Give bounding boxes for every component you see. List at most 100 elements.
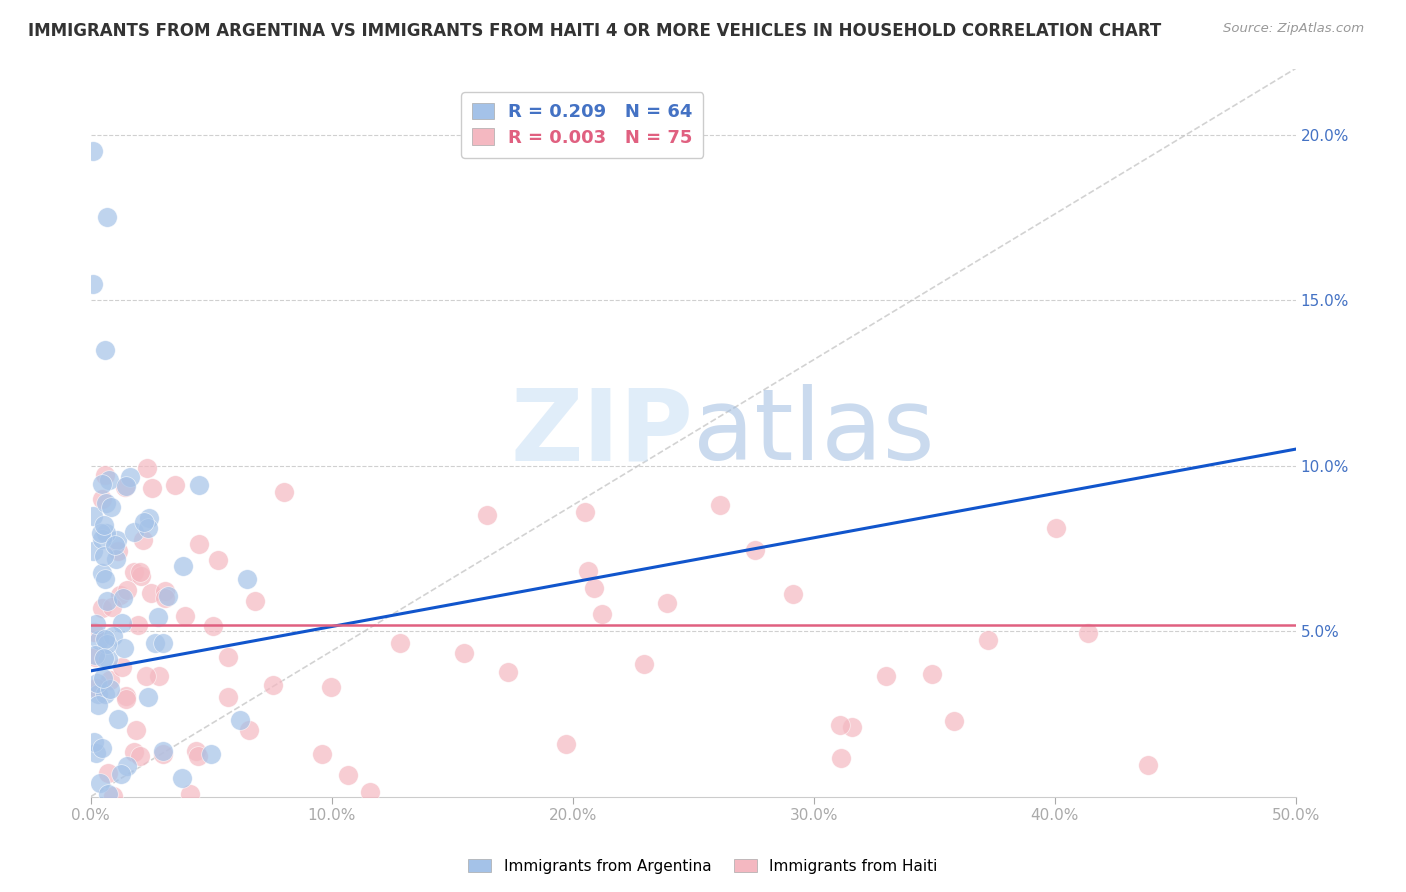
Point [143, 636, 166, 650]
Point [172, 559, 194, 574]
Point [98, 474, 121, 488]
Point [148, 669, 170, 683]
Point [87, 698, 110, 713]
Point [105, 533, 128, 548]
Point [311, 747, 333, 761]
Point [200, 747, 222, 762]
Point [84, 616, 107, 631]
Point [82, 145, 104, 159]
Point [93, 343, 115, 357]
Point [582, 581, 605, 595]
Point [138, 690, 160, 705]
Point [93, 517, 115, 532]
Point [173, 608, 195, 623]
Point [138, 511, 160, 525]
Point [245, 594, 267, 608]
Point [82, 544, 104, 558]
Legend: Immigrants from Argentina, Immigrants from Haiti: Immigrants from Argentina, Immigrants fr… [463, 853, 943, 880]
Point [127, 618, 149, 632]
Point [86, 746, 108, 760]
Point [238, 723, 260, 737]
Text: Source: ZipAtlas.com: Source: ZipAtlas.com [1223, 22, 1364, 36]
Text: IMMIGRANTS FROM ARGENTINA VS IMMIGRANTS FROM HAITI 4 OR MORE VEHICLES IN HOUSEHO: IMMIGRANTS FROM ARGENTINA VS IMMIGRANTS … [28, 22, 1161, 40]
Point [82, 277, 104, 291]
Point [136, 521, 159, 535]
Point [129, 566, 152, 580]
Point [97, 787, 120, 801]
Point [96, 637, 118, 651]
Point [921, 667, 943, 681]
Point [782, 587, 804, 601]
Point [655, 596, 678, 610]
Point [136, 460, 159, 475]
Point [122, 745, 145, 759]
Point [156, 589, 179, 603]
Point [132, 533, 155, 548]
Point [114, 692, 136, 706]
Point [152, 744, 174, 758]
Point [112, 591, 135, 606]
Point [90, 741, 112, 756]
Point [94, 632, 117, 647]
Point [135, 669, 157, 683]
Point [1077, 626, 1099, 640]
Point [83, 735, 105, 749]
Point [633, 657, 655, 671]
Point [1137, 757, 1160, 772]
Point [96, 211, 118, 225]
Point [453, 646, 475, 660]
Point [828, 718, 851, 732]
Point [977, 633, 1000, 648]
Point [188, 537, 211, 551]
Point [388, 635, 411, 649]
Text: atlas: atlas [693, 384, 935, 481]
Point [96, 593, 118, 607]
Point [93, 650, 115, 665]
Point [124, 723, 146, 738]
Point [153, 583, 176, 598]
Point [115, 479, 138, 493]
Point [104, 538, 127, 552]
Point [84, 681, 107, 695]
Point [89, 776, 111, 790]
Point [86, 676, 108, 690]
Point [110, 766, 132, 780]
Point [337, 768, 360, 782]
Point [841, 720, 863, 734]
Point [129, 569, 152, 583]
Point [554, 737, 576, 751]
Point [574, 505, 596, 519]
Point [229, 714, 252, 728]
Point [90, 525, 112, 540]
Point [82, 508, 104, 523]
Point [139, 586, 162, 600]
Point [236, 572, 259, 586]
Point [201, 619, 224, 633]
Point [498, 665, 520, 679]
Legend: R = 0.209   N = 64, R = 0.003   N = 75: R = 0.209 N = 64, R = 0.003 N = 75 [461, 92, 703, 158]
Point [90, 491, 112, 506]
Point [93, 549, 115, 563]
Point [101, 629, 124, 643]
Point [94, 526, 117, 541]
Point [359, 785, 381, 799]
Point [146, 610, 169, 624]
Point [90, 532, 112, 546]
Point [112, 641, 135, 656]
Point [93, 672, 115, 686]
Point [591, 607, 613, 621]
Point [107, 543, 129, 558]
Point [114, 480, 136, 494]
Point [163, 478, 186, 492]
Point [90, 566, 112, 581]
Point [87, 688, 110, 702]
Point [84, 648, 107, 662]
Point [98, 682, 121, 697]
Point [744, 543, 766, 558]
Point [97, 766, 120, 780]
Point [110, 616, 132, 631]
Point [97, 652, 120, 666]
Point [153, 591, 176, 606]
Point [141, 481, 163, 495]
Point [207, 552, 229, 566]
